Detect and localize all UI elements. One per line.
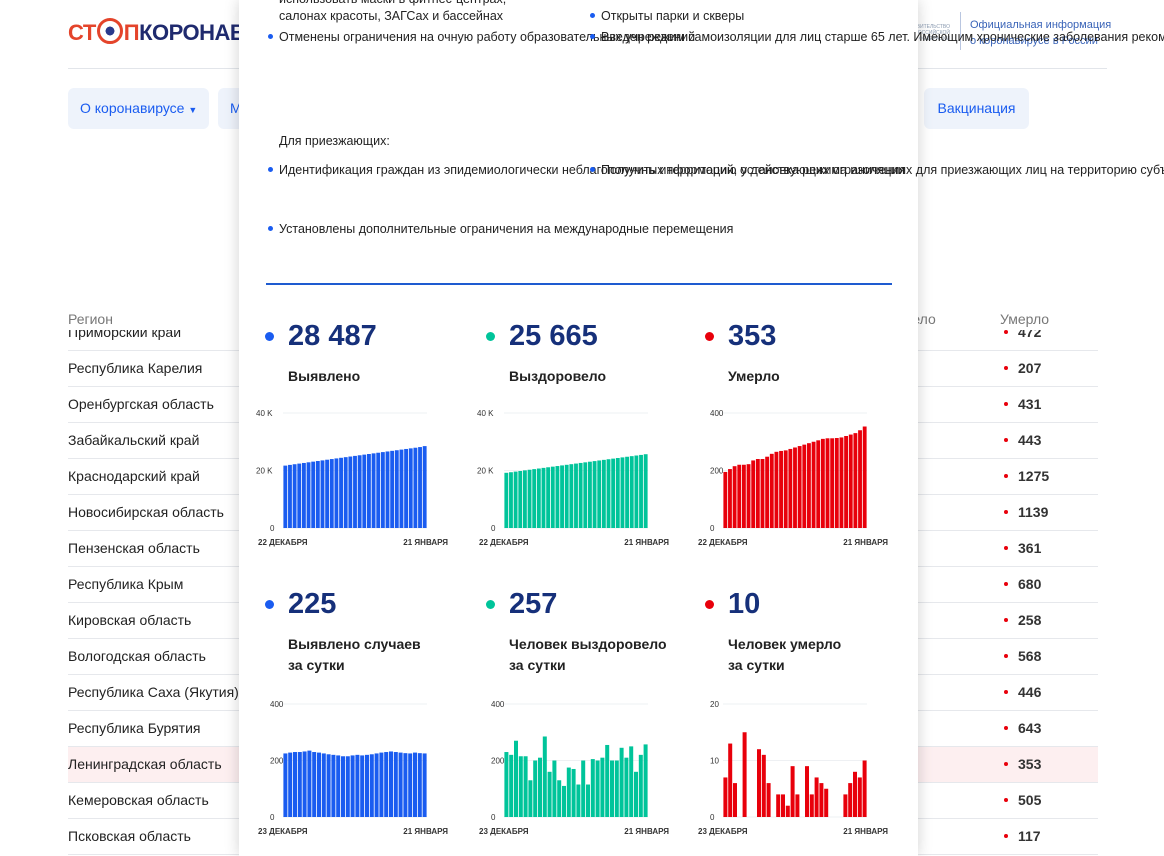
deaths: 1275 bbox=[1018, 468, 1050, 484]
dot bbox=[1004, 330, 1008, 334]
bullet bbox=[268, 226, 273, 231]
text-line: салонах красоты, ЗАГСах и бассейнах bbox=[279, 9, 504, 23]
deaths: 353 bbox=[1018, 756, 1042, 772]
dot bbox=[1004, 834, 1008, 838]
bullet bbox=[590, 167, 595, 172]
dot bbox=[1004, 798, 1008, 802]
official-line: о коронавирусе в России bbox=[970, 35, 1098, 47]
region-name: Пензенская область bbox=[68, 540, 200, 556]
emblem-line: ПРАВИТЕЛЬСТВО bbox=[906, 24, 950, 30]
region-name: Ленинградская область bbox=[68, 756, 222, 772]
region-name: Кировская область bbox=[68, 612, 192, 628]
bullet-text: Отменены ограничения на очную работу обр… bbox=[279, 30, 696, 44]
dot bbox=[1004, 618, 1008, 622]
dot bbox=[1004, 546, 1008, 550]
dot bbox=[1004, 690, 1008, 694]
region-name: Республика Саха (Якутия) bbox=[68, 684, 239, 700]
bullet-text: Установлены дополнительные ограничения н… bbox=[279, 222, 734, 236]
logo-icon bbox=[96, 18, 123, 44]
dot bbox=[1004, 402, 1008, 406]
deaths: 680 bbox=[1018, 576, 1042, 592]
region-name: Республика Карелия bbox=[68, 360, 203, 376]
region-name: Забайкальский край bbox=[68, 432, 200, 448]
official-info[interactable]: Официальная информация о коронавирусе в … bbox=[970, 17, 1111, 49]
popup: использовать маски в фитнес-центрах, сал… bbox=[239, 0, 1164, 856]
emblem-line: РОССИЙСКОЙ bbox=[914, 30, 950, 36]
bullet bbox=[268, 167, 273, 172]
nav-item[interactable]: О коронавирусе ▼ bbox=[68, 88, 209, 129]
deaths: 568 bbox=[1018, 648, 1042, 664]
deaths: 643 bbox=[1018, 720, 1042, 736]
region-name: Краснодарский край bbox=[68, 468, 200, 484]
deaths: 431 bbox=[1018, 396, 1042, 412]
bullet-text: Получить информацию о действующих ограни… bbox=[601, 163, 1164, 177]
emblem: ПРАВИТЕЛЬСТВО РОССИЙСКОЙ ФЕДЕРАЦИИ bbox=[890, 10, 950, 42]
section-title: Для приезжающих: bbox=[279, 134, 390, 148]
dot bbox=[1004, 510, 1008, 514]
region-name: Республика Крым bbox=[68, 576, 184, 592]
logo-b: П bbox=[123, 20, 140, 45]
dot bbox=[1004, 654, 1008, 658]
dot bbox=[1004, 582, 1008, 586]
deaths: 258 bbox=[1018, 612, 1042, 628]
nav-item[interactable]: Вакцинация bbox=[924, 88, 1029, 129]
emblem-line: ФЕДЕРАЦИИ bbox=[918, 36, 950, 42]
dot bbox=[1004, 438, 1008, 442]
deaths: 361 bbox=[1018, 540, 1042, 556]
region-name: Кемеровская область bbox=[68, 792, 209, 808]
region-name: Вологодская область bbox=[68, 648, 206, 664]
region-name: Псковская область bbox=[68, 828, 191, 844]
bullet bbox=[268, 34, 273, 39]
region-name: Новосибирская область bbox=[68, 504, 224, 520]
deaths: 207 bbox=[1018, 360, 1042, 376]
dot bbox=[1004, 726, 1008, 730]
dot bbox=[1004, 366, 1008, 370]
nav-label: О коронавирусе bbox=[80, 100, 185, 116]
region-name: Оренбургская область bbox=[68, 396, 214, 412]
deaths: 443 bbox=[1018, 432, 1042, 448]
official-line: Официальная информация bbox=[970, 19, 1112, 31]
col-header: Умерло bbox=[1000, 311, 1050, 327]
text-line: использовать маски в фитнес-центрах, bbox=[279, 0, 506, 9]
bullet bbox=[590, 13, 595, 18]
nav-label: М bbox=[230, 100, 242, 116]
divider bbox=[960, 12, 961, 50]
deaths: 1139 bbox=[1018, 504, 1049, 520]
bullet-text: Открыты парки и скверы bbox=[601, 9, 745, 23]
dot bbox=[1004, 762, 1008, 766]
deaths: 505 bbox=[1018, 792, 1042, 808]
region-name: Республика Бурятия bbox=[68, 720, 201, 736]
nav-label: Вакцинация bbox=[937, 100, 1016, 116]
bullet bbox=[590, 34, 595, 39]
separator bbox=[266, 283, 892, 285]
deaths: 117 bbox=[1018, 828, 1041, 844]
deaths: 446 bbox=[1018, 684, 1042, 700]
bullet-text: Идентификация граждан из эпидемиологичес… bbox=[279, 163, 905, 177]
logo-a: СТ bbox=[68, 20, 96, 45]
col-header: Регион bbox=[68, 311, 113, 327]
dot bbox=[1004, 474, 1008, 478]
bullet-text: Введен режим самоизоляции для лиц старше… bbox=[601, 30, 1164, 44]
